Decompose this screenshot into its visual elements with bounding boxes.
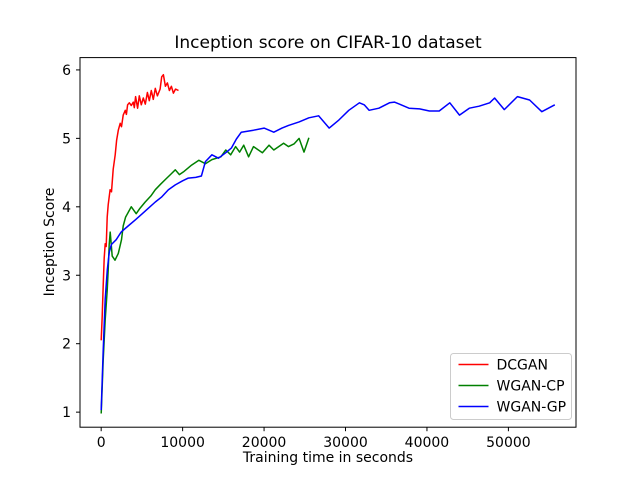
legend: DCGAN WGAN-CP WGAN-GP: [450, 353, 572, 420]
x-axis-label: Training time in seconds: [242, 450, 413, 466]
y-tick-label: 1: [62, 405, 71, 421]
y-tick-label: 5: [62, 131, 71, 147]
x-tick-label: 10000: [160, 435, 205, 451]
legend-label-dcgan: DCGAN: [497, 358, 548, 374]
y-tick-label: 6: [62, 63, 71, 79]
x-tick-label: 50000: [486, 435, 531, 451]
axes-layer: 0 10000 20000 30000 40000 50000 1 2 3 4 5 6: [62, 57, 577, 451]
x-tick-label: 40000: [405, 435, 450, 451]
x-tick-label: 0: [97, 435, 106, 451]
y-tick-label: 4: [62, 200, 71, 216]
legend-box: [450, 353, 572, 420]
legend-label-wgan-cp: WGAN-CP: [497, 379, 565, 395]
y-axis-label: Inception Score: [42, 188, 58, 297]
x-tick-label: 30000: [323, 435, 368, 451]
chart-title: Inception score on CIFAR-10 dataset: [174, 33, 482, 53]
y-tick-label: 3: [62, 268, 71, 284]
series-layer: [100, 73, 556, 414]
axes-frame: [79, 57, 577, 428]
y-tick-label: 2: [62, 337, 71, 353]
legend-label-wgan-gp: WGAN-GP: [497, 400, 567, 416]
series-line-dcgan: [100, 73, 179, 341]
series-line-wgan-cp: [100, 137, 310, 414]
x-tick-label: 20000: [242, 435, 287, 451]
series-line-wgan-gp: [100, 95, 556, 411]
